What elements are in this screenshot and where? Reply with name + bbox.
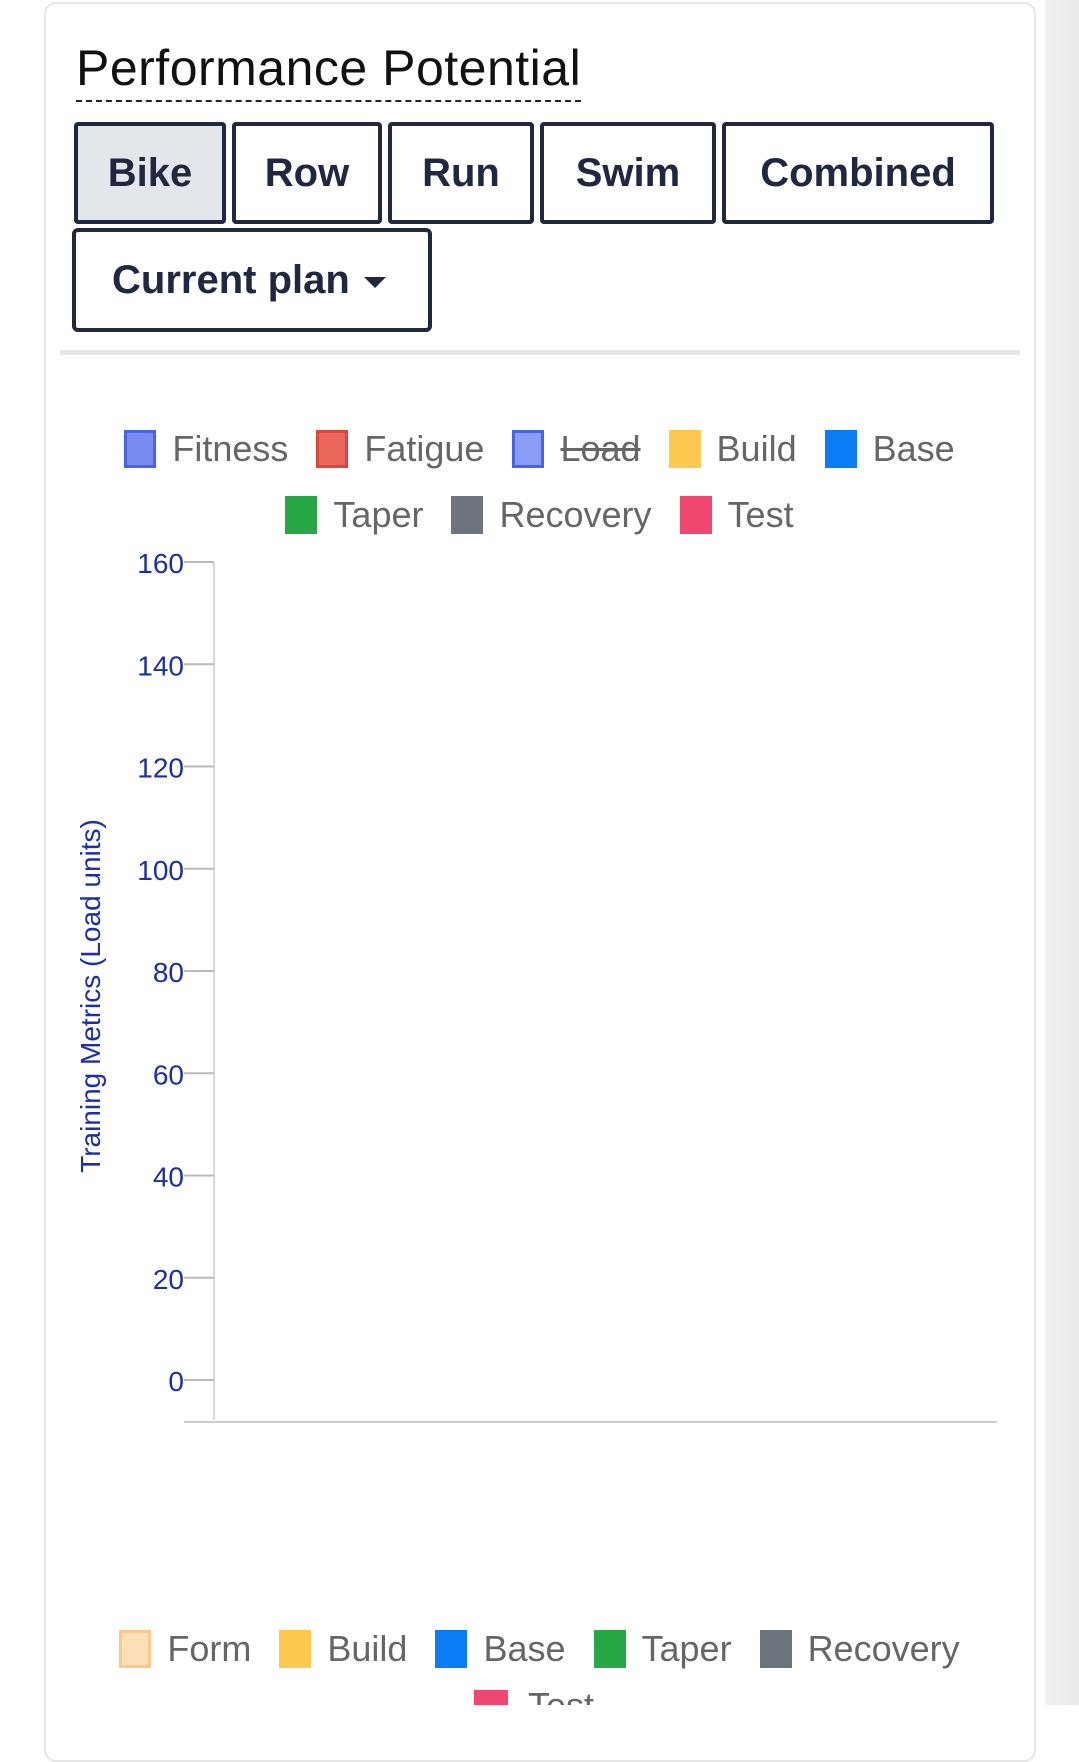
training-metrics-chart: 0 20 40 60 80 100 120 140 160 Training Metrics (L… xyxy=(75,548,997,1423)
legend-swatch-taper xyxy=(285,496,318,534)
caret-down-icon xyxy=(363,276,386,288)
legend-swatch-form xyxy=(119,1630,152,1668)
chart-legend-top-row2: Taper Recovery Test xyxy=(0,490,1079,540)
section-divider xyxy=(60,350,1020,355)
y-tick-label: 140 xyxy=(137,650,184,681)
tab-bike[interactable]: Bike xyxy=(74,122,226,224)
plan-dropdown[interactable]: Current plan xyxy=(72,228,432,332)
legend-swatch-build xyxy=(279,1630,312,1668)
legend-label: Recovery xyxy=(499,494,652,535)
chart-legend-bottom: Form Build Base Taper Recovery xyxy=(0,1624,1079,1674)
legend-swatch-recovery xyxy=(451,496,484,534)
legend-label: Taper xyxy=(333,494,424,535)
legend-label: Recovery xyxy=(807,1628,960,1669)
chart-legend-top: Fitness Fatigue Load Build Base xyxy=(0,424,1079,474)
legend-label: Taper xyxy=(641,1628,732,1669)
y-tick-label: 160 xyxy=(137,548,184,579)
page-scrollbar-area xyxy=(1045,0,1079,1705)
legend-item-build[interactable]: Build xyxy=(668,428,797,470)
legend-swatch-taper xyxy=(593,1630,626,1668)
legend-item-load[interactable]: Load xyxy=(512,428,641,470)
tab-run[interactable]: Run xyxy=(388,122,534,224)
legend-item-fitness[interactable]: Fitness xyxy=(124,428,288,470)
legend-item-form[interactable]: Form xyxy=(119,1628,251,1670)
performance-card xyxy=(44,2,1036,1762)
y-tick-label: 40 xyxy=(153,1162,184,1193)
legend-label: Base xyxy=(872,428,955,469)
y-axis-title: Training Metrics (Load units) xyxy=(75,819,106,1173)
legend-label: Build xyxy=(327,1628,408,1669)
tab-swim[interactable]: Swim xyxy=(540,122,716,224)
legend-swatch-load xyxy=(512,430,545,468)
legend-label: Load xyxy=(560,428,641,469)
legend-item-recovery[interactable]: Recovery xyxy=(759,1628,960,1670)
legend-swatch-base xyxy=(435,1630,468,1668)
legend-label: Fatigue xyxy=(364,428,485,469)
legend-item-test[interactable]: Test xyxy=(679,494,794,536)
legend-swatch-test xyxy=(679,496,712,534)
plan-dropdown-label: Current plan xyxy=(112,257,350,302)
legend-swatch-build xyxy=(668,430,701,468)
legend-swatch-fatigue xyxy=(316,430,349,468)
legend-item-recovery[interactable]: Recovery xyxy=(451,494,652,536)
legend-item-base[interactable]: Base xyxy=(435,1628,566,1670)
legend-swatch-recovery xyxy=(759,1630,792,1668)
legend-test-swatch xyxy=(474,1690,508,1705)
legend-item-taper[interactable]: Taper xyxy=(593,1628,732,1670)
legend-item-taper[interactable]: Taper xyxy=(285,494,423,536)
y-tick-label: 20 xyxy=(153,1264,184,1295)
legend-item-fatigue[interactable]: Fatigue xyxy=(316,428,484,470)
y-tick-label: 80 xyxy=(153,957,184,988)
legend-item-build[interactable]: Build xyxy=(279,1628,407,1670)
legend-swatch-base xyxy=(824,430,857,468)
legend-label: Test xyxy=(727,494,794,535)
legend-item-base[interactable]: Base xyxy=(824,428,955,470)
legend-label: Fitness xyxy=(172,428,289,469)
legend-label: Form xyxy=(167,1628,252,1669)
legend-label: Build xyxy=(716,428,797,469)
y-tick-label: 60 xyxy=(153,1059,184,1090)
legend-swatch-fitness xyxy=(124,430,157,468)
tab-combined[interactable]: Combined xyxy=(722,122,994,224)
legend-test-cut xyxy=(474,1690,512,1705)
legend-label: Base xyxy=(483,1628,566,1669)
y-tick-label: 100 xyxy=(137,855,184,886)
sport-tab-group: Bike Row Run Swim Combined xyxy=(74,122,1000,228)
y-tick-label: 0 xyxy=(168,1366,184,1397)
legend-test-label-cut: Test xyxy=(528,1686,594,1705)
page-title: Performance Potential xyxy=(76,38,582,102)
y-tick-label: 120 xyxy=(137,753,184,784)
tab-row[interactable]: Row xyxy=(232,122,382,224)
